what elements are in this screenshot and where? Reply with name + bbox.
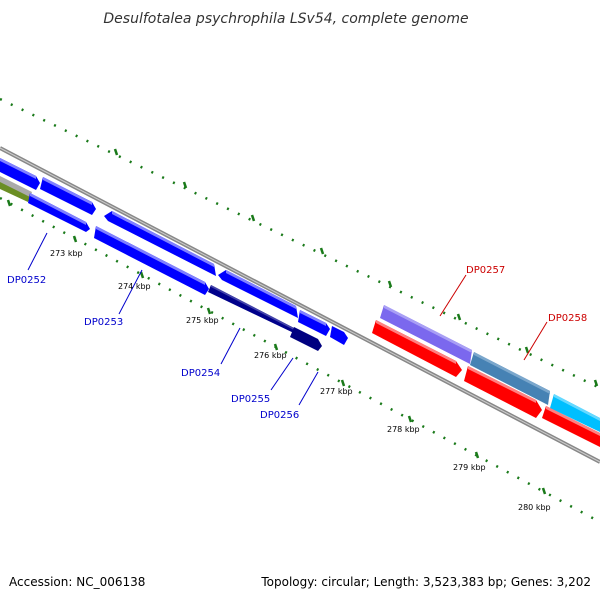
gene-feature-dp0252[interactable]: [28, 193, 90, 232]
gene-feature-dp0255[interactable]: [290, 327, 322, 351]
gene-partial-left[interactable]: [0, 158, 40, 202]
gene-feature-dp0258[interactable]: [464, 366, 542, 418]
tick-label-273: 273 kbp: [50, 249, 83, 258]
gene-feature-dp0254-upper[interactable]: [218, 270, 298, 318]
gene-label-dp0257[interactable]: DP0257: [466, 265, 505, 276]
tick-labels: 273 kbp 274 kbp 275 kbp 276 kbp 277 kbp …: [50, 249, 551, 512]
gene-labels: DP0252 DP0253 DP0254 DP0255 DP0256 DP025…: [7, 265, 587, 421]
accession-text: Accession: NC_006138: [9, 575, 145, 589]
gene-feature-dp0253[interactable]: [94, 226, 209, 295]
gene-feature-dp0258-upper[interactable]: [470, 352, 550, 405]
backbone: [0, 146, 600, 464]
inner-scale-track: [0, 196, 600, 524]
gene-label-dp0253[interactable]: DP0253: [84, 317, 123, 328]
tick-label-276: 276 kbp: [254, 351, 287, 360]
genome-summary-text: Topology: circular; Length: 3,523,383 bp…: [260, 575, 591, 589]
tick-label-280: 280 kbp: [518, 503, 551, 512]
gene-label-dp0258[interactable]: DP0258: [548, 313, 587, 324]
outer-scale-track: [0, 97, 600, 390]
tick-label-275: 275 kbp: [186, 316, 219, 325]
gene-feature-dp0254-upper-2[interactable]: [298, 310, 330, 336]
gene-label-dp0256[interactable]: DP0256: [260, 410, 299, 421]
gene-feature-dp0254[interactable]: [208, 285, 298, 335]
gene-feature-dp0252-upper[interactable]: [40, 177, 96, 215]
gene-feature-dp0257[interactable]: [372, 320, 462, 377]
gene-feature-right-red[interactable]: [542, 406, 600, 447]
tick-label-277: 277 kbp: [320, 387, 353, 396]
gene-label-dp0254[interactable]: DP0254: [181, 368, 220, 379]
gene-feature-dp0253-upper[interactable]: [104, 211, 216, 276]
gene-label-dp0255[interactable]: DP0255: [231, 394, 270, 405]
gene-label-dp0252[interactable]: DP0252: [7, 275, 46, 286]
tick-label-278: 278 kbp: [387, 425, 420, 434]
outer-major-ticks: [113, 148, 599, 387]
tick-label-274: 274 kbp: [118, 282, 151, 291]
gene-feature-dp0257-upper[interactable]: [380, 305, 472, 364]
inner-major-ticks: [6, 199, 547, 495]
gene-leader-lines: [27, 232, 548, 406]
gene-feature-dp0256-upper[interactable]: [330, 326, 348, 345]
tick-label-279: 279 kbp: [453, 463, 486, 472]
gene-feature-upper-cyan[interactable]: [550, 394, 600, 432]
map-title: Desulfotalea psychrophila LSv54, complet…: [103, 11, 468, 27]
